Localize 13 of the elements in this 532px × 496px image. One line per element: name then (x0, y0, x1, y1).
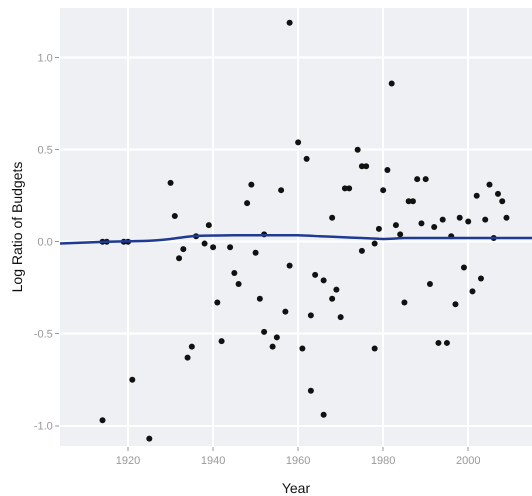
line-series (60, 234, 532, 245)
x-tick-label: 2000 (456, 455, 480, 468)
y-tick-label: 0.0 (38, 236, 53, 249)
x-tick-label: 1980 (370, 455, 396, 468)
x-tick-label: 1940 (200, 455, 226, 468)
y-tick-label: -1.0 (34, 420, 53, 433)
y-axis-title: Log Ratio of Budgets (9, 162, 25, 292)
x-axis-title: Year (282, 480, 310, 496)
x-tick-label: 1920 (116, 455, 140, 468)
y-tick-label: -0.5 (34, 328, 53, 341)
x-tick-label: 1960 (286, 455, 310, 468)
y-tick-label: 0.5 (38, 144, 53, 157)
y-tick-label: 1.0 (38, 52, 53, 65)
